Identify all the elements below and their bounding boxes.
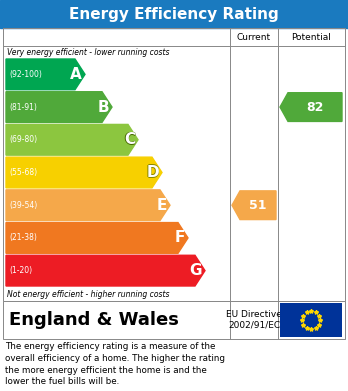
Text: D: D	[147, 165, 159, 180]
Polygon shape	[6, 190, 170, 221]
Text: (55-68): (55-68)	[9, 168, 37, 177]
Text: (92-100): (92-100)	[9, 70, 42, 79]
Text: 51: 51	[249, 199, 267, 212]
Text: Potential: Potential	[291, 32, 331, 41]
Polygon shape	[232, 191, 276, 220]
Bar	[3, 28, 345, 301]
Text: Energy Efficiency Rating: Energy Efficiency Rating	[69, 7, 279, 22]
Polygon shape	[6, 59, 85, 90]
Text: (69-80): (69-80)	[9, 135, 37, 144]
Text: E: E	[157, 198, 167, 213]
Text: (21-38): (21-38)	[9, 233, 37, 242]
Text: D: D	[146, 165, 158, 180]
Text: D: D	[147, 165, 159, 180]
Text: Current: Current	[237, 32, 271, 41]
Text: C: C	[124, 132, 135, 147]
Text: B: B	[97, 100, 109, 115]
Text: F: F	[175, 230, 185, 246]
Polygon shape	[6, 124, 138, 155]
Bar	[0, 0, 348, 28]
Text: (1-20): (1-20)	[9, 266, 32, 275]
Text: (39-54): (39-54)	[9, 201, 37, 210]
Polygon shape	[6, 92, 112, 122]
Text: 82: 82	[306, 100, 324, 113]
Text: D: D	[147, 165, 159, 181]
Text: The energy efficiency rating is a measure of the
overall efficiency of a home. T: The energy efficiency rating is a measur…	[5, 342, 225, 386]
Text: D: D	[147, 165, 159, 180]
Text: Not energy efficient - higher running costs: Not energy efficient - higher running co…	[7, 290, 169, 299]
Text: A: A	[70, 67, 82, 82]
Text: England & Wales: England & Wales	[9, 311, 179, 329]
Text: C: C	[124, 132, 135, 147]
Polygon shape	[6, 157, 162, 188]
Bar	[3, 28, 345, 46]
Text: (81-91): (81-91)	[9, 102, 37, 111]
Bar	[280, 303, 342, 337]
Bar	[3, 301, 345, 339]
Text: EU Directive
2002/91/EC: EU Directive 2002/91/EC	[226, 310, 282, 330]
Text: D: D	[147, 165, 159, 179]
Text: C: C	[124, 132, 135, 147]
Text: C: C	[124, 132, 134, 147]
Polygon shape	[6, 255, 205, 286]
Text: C: C	[124, 132, 135, 147]
Text: C: C	[124, 133, 135, 148]
Text: Very energy efficient - lower running costs: Very energy efficient - lower running co…	[7, 48, 169, 57]
Text: G: G	[190, 263, 202, 278]
Polygon shape	[280, 93, 342, 122]
Polygon shape	[6, 222, 188, 253]
